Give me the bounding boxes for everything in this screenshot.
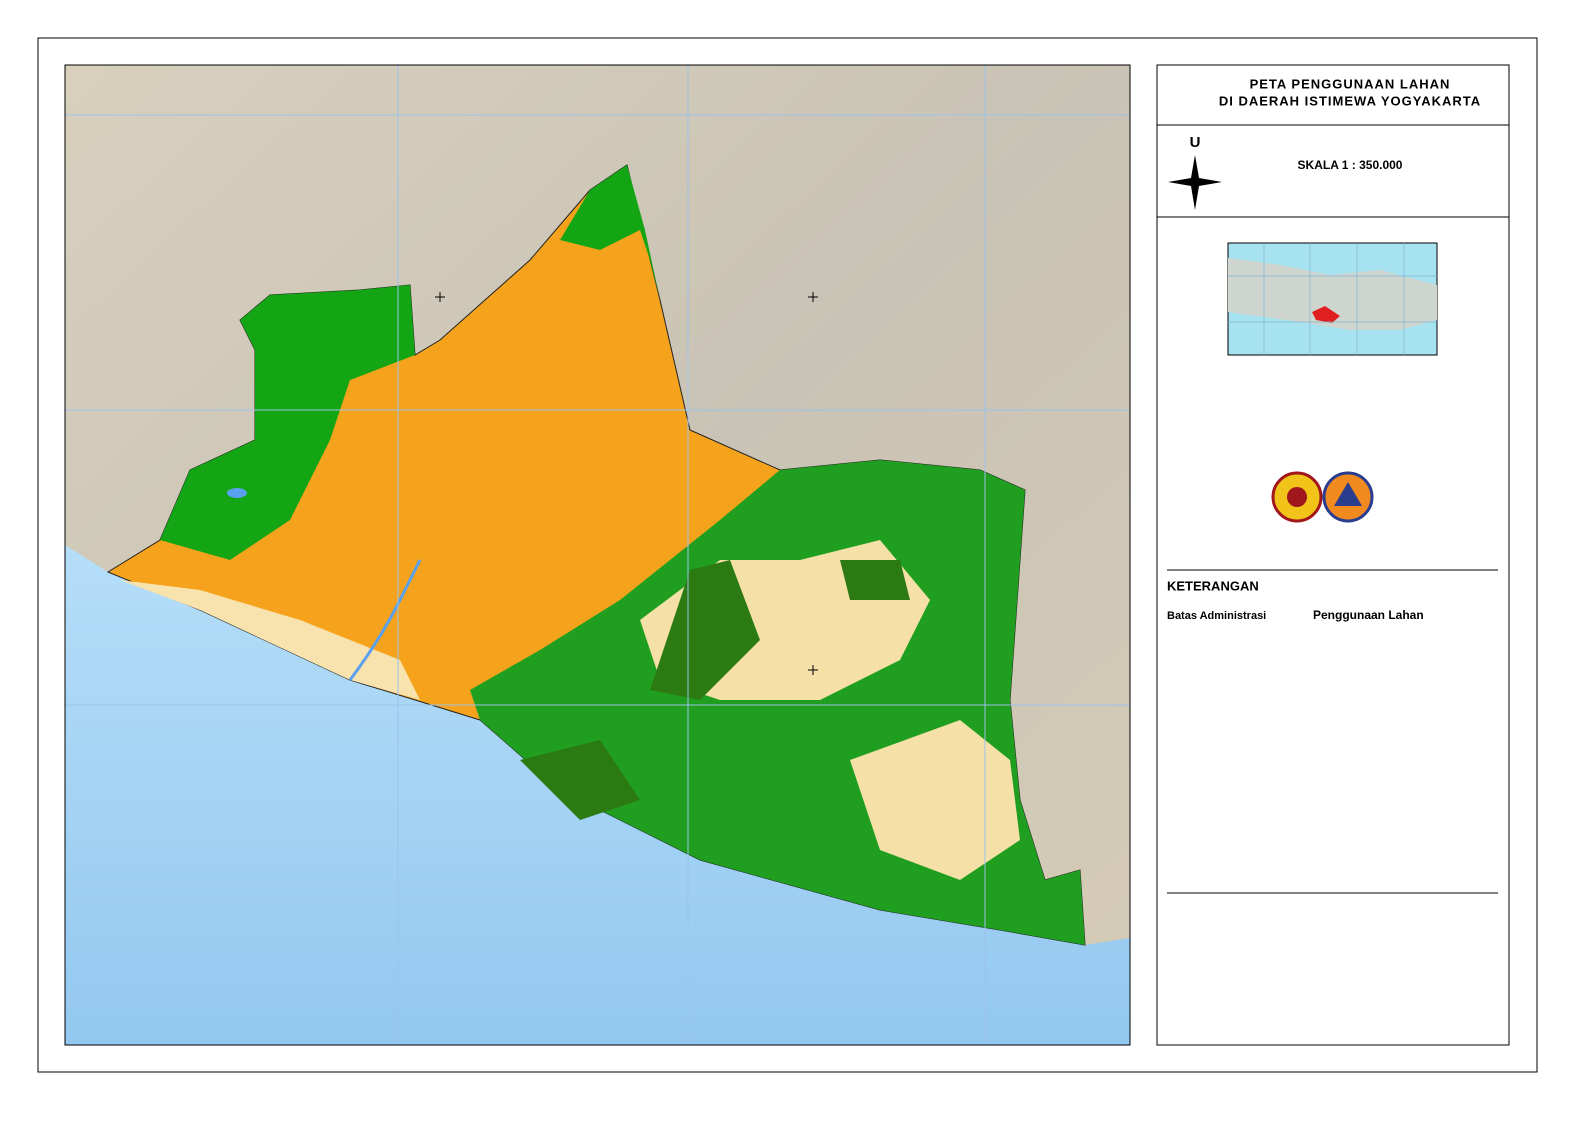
water-body: [227, 488, 247, 498]
coastal-crops: [120, 580, 420, 700]
legend-title: KETERANGAN: [1167, 578, 1259, 593]
legend-panel: PETA PENGGUNAAN LAHAN DI DAERAH ISTIMEWA…: [1156, 64, 1510, 1046]
legend-heading: Batas Administrasi: [1167, 610, 1266, 622]
title-line: PETA PENGGUNAAN LAHAN: [1250, 76, 1451, 91]
map-border: [64, 64, 1131, 1046]
inset-map: [1227, 242, 1438, 356]
river: [348, 559, 422, 681]
north-label: U: [1190, 134, 1201, 151]
grid-crosses: [435, 292, 818, 675]
inset-province: [1312, 306, 1340, 323]
grassland: [520, 560, 910, 820]
sea: [65, 545, 1130, 1045]
legend-heading: Penggunaan Lahan: [1313, 608, 1424, 622]
scale-label: SKALA 1 : 350.000: [1298, 158, 1403, 172]
title-line: DI DAERAH ISTIMEWA YOGYAKARTA: [1219, 93, 1481, 108]
map-frame: [64, 64, 1131, 1046]
forest-west: [160, 285, 415, 560]
forest-north: [560, 165, 660, 300]
north-arrow: [1168, 155, 1222, 210]
graticule: [65, 65, 1130, 1045]
panel-border: [1156, 64, 1510, 1046]
logos: [1271, 471, 1374, 523]
